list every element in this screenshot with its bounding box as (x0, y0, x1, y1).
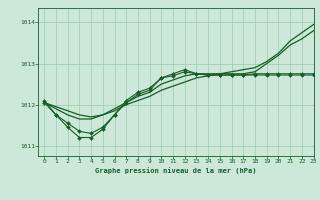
X-axis label: Graphe pression niveau de la mer (hPa): Graphe pression niveau de la mer (hPa) (95, 167, 257, 174)
